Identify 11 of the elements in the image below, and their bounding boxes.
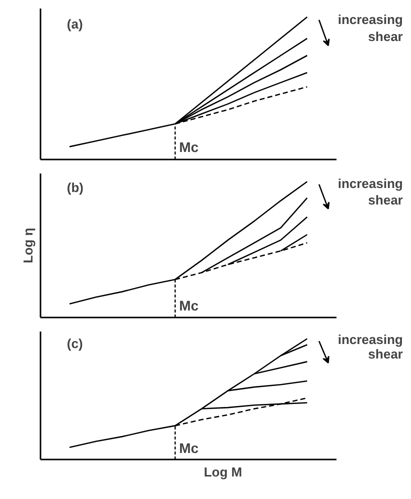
annotation: Mc xyxy=(179,297,199,314)
text: increasing shear xyxy=(338,12,403,44)
annotation: (c) xyxy=(66,336,83,351)
x-axis-title: Log M xyxy=(204,464,242,480)
text: increasing shear xyxy=(338,176,403,208)
text: increasing shear xyxy=(338,332,403,362)
annotation: (a) xyxy=(66,16,83,32)
annotation: Mc xyxy=(179,139,199,156)
annotation: Mc xyxy=(179,440,199,456)
annotation: (b) xyxy=(66,180,84,196)
y-axis-title: Log η xyxy=(20,228,36,264)
